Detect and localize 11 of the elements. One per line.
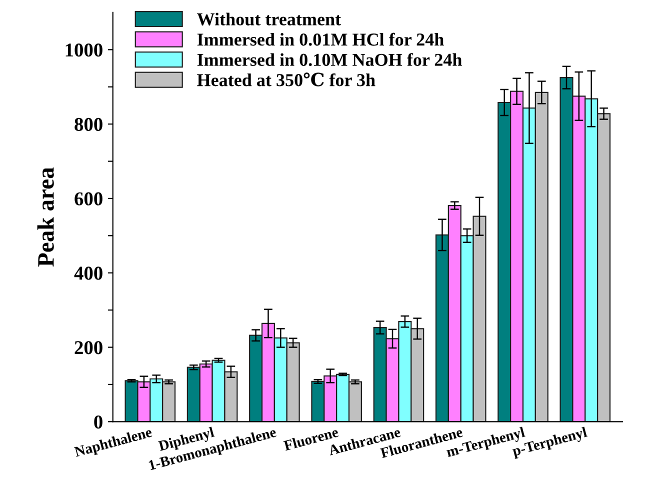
y-tick-label: 600: [74, 192, 102, 206]
y-tick-label: 1000: [66, 43, 102, 57]
legend-label: Immersed in 0.01M HCl for 24h: [197, 32, 444, 46]
y-tick-label: 0: [94, 415, 102, 429]
legend-label: Without treatment: [197, 12, 341, 26]
y-tick-label: 800: [74, 118, 102, 132]
legend-label: Heated at 350℃ for 3h: [197, 72, 376, 86]
y-axis-title: Peak area: [37, 167, 54, 267]
y-tick-label: 400: [74, 266, 102, 280]
legend-label: Immersed in 0.10M NaOH for 24h: [197, 53, 462, 66]
y-tick-label: 200: [74, 341, 102, 354]
